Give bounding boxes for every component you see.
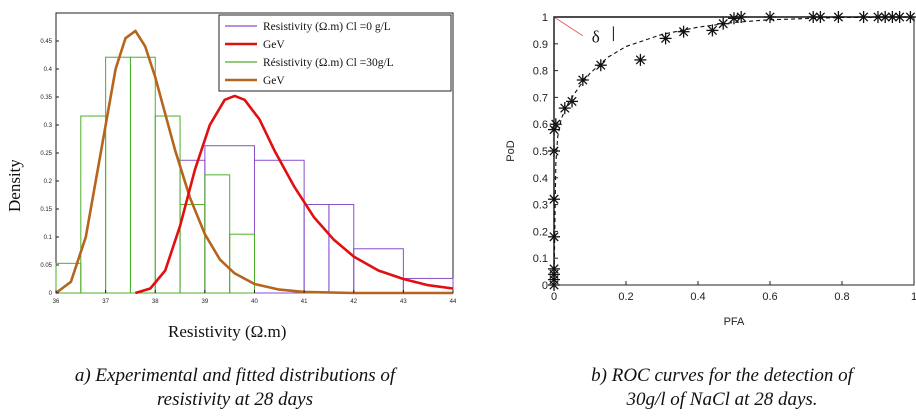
roc-curve-dashed [553, 16, 915, 286]
x-tick-label-a: 38 [152, 299, 159, 305]
y-tick-label-a: 0.05 [40, 263, 52, 269]
y-tick-label-b: 0.3 [533, 200, 548, 212]
plot-frame-b [553, 16, 915, 286]
delta-label: δ [592, 27, 600, 46]
caption-b-line: 30g/l of NaCl at 28 days. [626, 389, 818, 410]
roc-point [659, 32, 672, 45]
y-tick-label-a: 0.25 [40, 151, 52, 157]
x-tick-label-b: 0.2 [618, 291, 633, 303]
fit-curve [55, 29, 453, 295]
y-tick-label-b: 0.6 [533, 119, 548, 131]
y-axis-title-a: Density [0, 159, 30, 220]
y-tick-label-b: 0.1 [533, 253, 548, 265]
roc-point [576, 74, 589, 86]
roc-chart: δ 0 0.2 0.4 0.6 0.8 1 0 0.1 0.2 0.3 0.4 0.5 0.6 0.7 0.8… [505, 11, 916, 328]
legend-label: GeV [263, 39, 285, 51]
roc-point [832, 11, 845, 23]
y-tick-label-a: 0 [49, 291, 53, 297]
panel-a: 36 37 38 39 40 41 42 43 44 0 0.05 0.1 0.15 0.2 0.25 0.3… [0, 12, 457, 341]
y-tick-label-b: 0.5 [533, 146, 548, 158]
y-axis-title-b: PoD [505, 140, 517, 161]
x-tick-label-b: 0.4 [690, 291, 705, 303]
roc-point [904, 11, 916, 23]
y-tick-label-b: 0 [542, 280, 548, 292]
x-tick-label-a: 42 [350, 299, 357, 305]
x-axis-title-a: Resistivity (Ω.m) [168, 322, 287, 341]
x-tick-label-a: 40 [251, 299, 258, 305]
x-tick-label-a: 36 [53, 299, 60, 305]
caption-a-line: resistivity at 28 days [156, 389, 314, 410]
roc-point [735, 11, 748, 23]
legend-a: Resistivity (Ω.m) Cl =0 g/L GeV Résistivit… [218, 14, 452, 92]
x-tick-label-a: 43 [400, 299, 407, 305]
histogram-chart: 36 37 38 39 40 41 42 43 44 0 0.05 0.1 0.15 0.2 0.25 0.3… [40, 12, 457, 305]
x-tick-label-b: 0.8 [834, 291, 849, 303]
roc-point [857, 11, 870, 23]
roc-point [706, 24, 719, 37]
y-tick-label-a: 0.4 [44, 67, 53, 73]
delta-marker [553, 16, 584, 37]
legend-label: Résistivity (Ω.m) Cl =30g/L [263, 57, 394, 69]
histogram-bar [229, 233, 255, 294]
y-tick-label-a: 0.35 [40, 95, 52, 101]
roc-point [872, 11, 884, 23]
x-tick-label-b: 1 [911, 291, 916, 303]
y-tick-label-b: 0.8 [533, 66, 548, 78]
roc-point [717, 17, 730, 30]
y-tick-label-b: 0.7 [533, 92, 548, 104]
y-tick-label-a: 0.2 [44, 179, 53, 185]
x-tick-label-b: 0.6 [762, 291, 777, 303]
roc-point [728, 12, 740, 25]
roc-point [548, 193, 560, 206]
x-tick-label-a: 41 [301, 299, 308, 305]
roc-point [634, 53, 647, 66]
legend-label: GeV [263, 75, 285, 87]
x-tick-label-b: 0 [551, 291, 557, 303]
svg-text:Density: Density [5, 160, 24, 212]
x-tick-label-a: 44 [450, 299, 457, 305]
y-tick-label-b: 0.2 [533, 226, 548, 238]
roc-point [594, 59, 607, 72]
y-tick-label-a: 0.15 [40, 207, 52, 213]
roc-point [548, 262, 560, 275]
roc-point [548, 230, 560, 243]
legend-box [218, 14, 452, 92]
panel-b: δ 0 0.2 0.4 0.6 0.8 1 0 0.1 0.2 0.3 0.4 0.5 0.6 0.7 0.8… [470, 0, 916, 412]
caption-b: b) ROC curves for the detection of 30g/l… [532, 364, 912, 412]
y-tick-label-a: 0.1 [44, 235, 53, 241]
roc-point [677, 25, 690, 38]
roc-point [764, 11, 776, 23]
x-tick-label-a: 37 [102, 299, 109, 305]
caption-a: a) Experimental and fitted distributions… [20, 364, 450, 412]
roc-point [893, 11, 906, 23]
fit-curve [135, 94, 454, 295]
x-tick-label-a: 39 [202, 299, 209, 305]
y-tick-label-a: 0.45 [40, 39, 52, 45]
x-axis-title-b: PFA [724, 316, 745, 328]
caption-a-line: a) Experimental and fitted distributions… [74, 365, 396, 386]
y-tick-label-b: 0.4 [533, 173, 548, 185]
caption-b-line: b) ROC curves for the detection of [591, 365, 853, 386]
roc-point [814, 11, 827, 23]
roc-point [566, 95, 578, 108]
y-tick-label-b: 1 [542, 12, 548, 24]
y-tick-label-a: 0.3 [44, 123, 53, 129]
legend-label: Resistivity (Ω.m) Cl =0 g/L [263, 21, 391, 33]
y-tick-label-b: 0.9 [533, 39, 548, 51]
